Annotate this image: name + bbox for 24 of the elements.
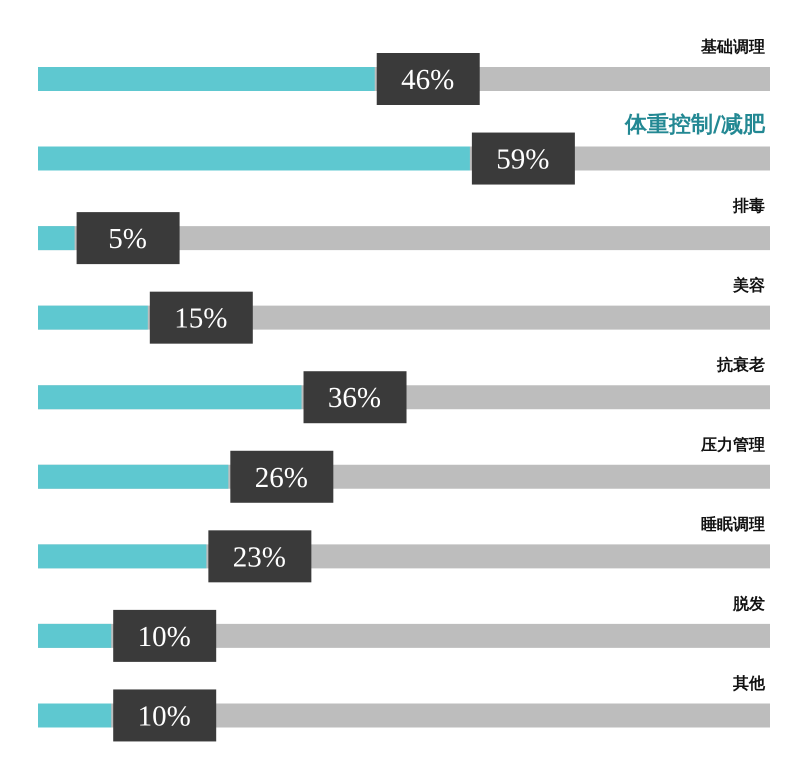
data-label: 36% [328,382,382,414]
y-tick-label: 排毒 [732,196,765,216]
y-tick-label: 脱发 [732,594,765,613]
y-tick-label: 美容 [732,276,765,295]
y-tick-label: 睡眠调理 [701,514,765,534]
data-label: 10% [138,700,191,732]
data-label: 59% [496,144,550,176]
bar [38,226,75,250]
data-label: 26% [254,462,308,494]
data-label: 10% [138,620,191,653]
y-tick-label: 基础调理 [700,37,765,56]
bar [38,306,148,330]
y-tick-label: 体重控制/减肥 [624,112,766,138]
data-label: 23% [232,541,286,574]
data-label: 46% [401,64,454,96]
bar [38,544,206,568]
y-tick-label: 压力管理 [700,434,765,454]
bar [38,624,112,648]
data-label: 5% [108,223,147,256]
data-label: 15% [174,302,228,335]
bar [38,464,228,489]
y-tick-label: 抗衰老 [716,355,765,374]
bar [38,703,112,728]
y-tick-label: 其他 [732,673,766,692]
